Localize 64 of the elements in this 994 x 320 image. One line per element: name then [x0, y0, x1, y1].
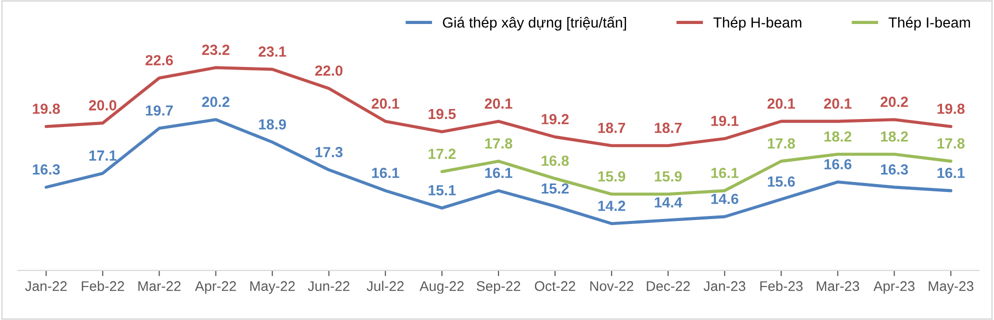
data-label: 19.8 — [938, 104, 965, 114]
data-label: 17.1 — [89, 150, 116, 161]
x-tick-label: Oct-22 — [534, 281, 576, 292]
x-tick-label: Mar-23 — [816, 281, 860, 292]
x-tick-label: Dec-22 — [646, 281, 690, 292]
data-label: 20.1 — [484, 98, 512, 109]
data-label: 14.2 — [598, 200, 626, 211]
x-tick-label: Aug-22 — [420, 281, 464, 294]
x-tick-label: Jan-23 — [704, 281, 746, 292]
data-label: 17.3 — [316, 146, 343, 158]
data-label: 20.1 — [824, 98, 852, 109]
x-tick-label: Feb-22 — [82, 280, 124, 292]
data-label: 22.0 — [315, 65, 342, 76]
data-label: 22.6 — [146, 55, 173, 66]
data-label: 14.6 — [711, 194, 738, 204]
data-label: 15.2 — [542, 183, 569, 194]
x-tick-label: Feb-23 — [760, 280, 803, 292]
data-label: 20.2 — [202, 96, 230, 107]
x-tick-label: Jul-22 — [366, 280, 404, 292]
data-label: 14.4 — [654, 197, 682, 208]
legend-label: Thép I-beam — [888, 16, 970, 31]
data-label: 18.7 — [598, 122, 626, 133]
data-label: 17.8 — [485, 138, 512, 149]
data-label: 20.2 — [880, 96, 908, 107]
data-label: 19.5 — [428, 108, 456, 120]
x-tick-label: Jun-22 — [308, 281, 350, 292]
data-label: 17.8 — [768, 138, 795, 149]
data-label: 16.1 — [711, 168, 738, 178]
data-label: 17.2 — [428, 148, 456, 159]
data-label: 15.9 — [654, 171, 682, 182]
data-label: 16.6 — [824, 159, 852, 170]
data-label: 23.1 — [258, 46, 286, 57]
data-label: 23.2 — [202, 44, 230, 56]
data-label: 15.6 — [768, 176, 795, 187]
data-label: 20.0 — [89, 100, 116, 110]
data-label: 18.2 — [824, 131, 852, 142]
data-label: 19.8 — [32, 104, 60, 114]
x-tick-label: Nov-22 — [590, 281, 634, 292]
data-label: 19.2 — [542, 114, 569, 124]
x-tick-label: May-22 — [250, 281, 295, 294]
x-tick-label: May-23 — [928, 281, 974, 294]
data-label: 20.1 — [768, 98, 795, 109]
data-label: 16.1 — [372, 168, 400, 178]
legend-label: Thép H-beam — [713, 16, 802, 31]
x-tick-label: Mar-22 — [138, 281, 181, 292]
data-label: 18.9 — [259, 119, 286, 130]
data-label: 19.7 — [146, 105, 173, 116]
data-label: 16.3 — [881, 164, 908, 175]
x-tick-label: Sep-22 — [476, 281, 520, 294]
data-label: 16.3 — [32, 164, 60, 175]
x-tick-label: Apr-23 — [873, 281, 915, 294]
data-label: 18.2 — [881, 131, 908, 142]
data-label: 16.1 — [485, 168, 512, 178]
x-tick-label: Jan-22 — [25, 281, 67, 292]
data-label: 15.1 — [428, 185, 456, 196]
legend-label: Giá thép xây dựng [triệu/tấn] — [442, 16, 626, 31]
data-label: 16.8 — [542, 156, 569, 166]
data-label: 16.1 — [938, 168, 965, 178]
x-tick-label: Apr-22 — [194, 281, 236, 294]
data-label: 15.9 — [598, 171, 626, 182]
data-label: 20.1 — [372, 98, 400, 109]
data-label: 19.1 — [711, 116, 738, 126]
data-label: 17.8 — [938, 138, 965, 149]
data-label: 18.7 — [654, 122, 682, 133]
